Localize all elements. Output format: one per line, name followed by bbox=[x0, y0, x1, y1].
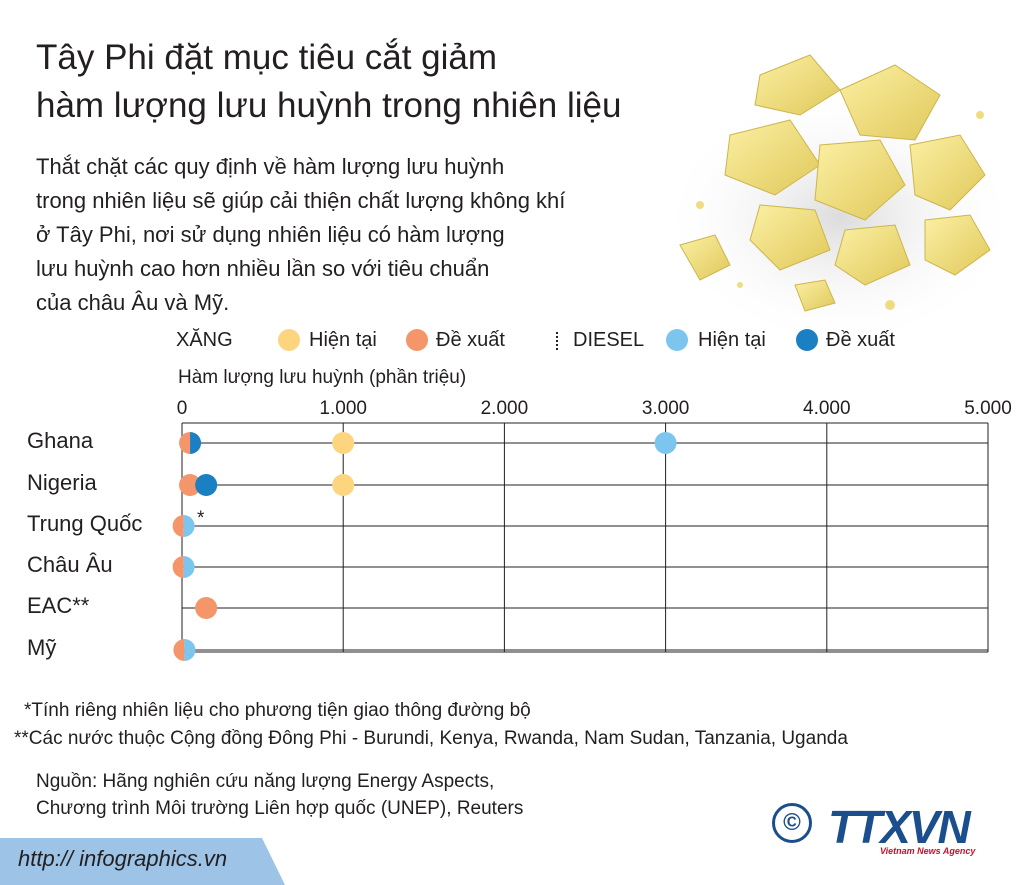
category-label: Châu Âu bbox=[27, 552, 113, 577]
x-tick-label: 1.000 bbox=[319, 398, 367, 419]
data-point bbox=[195, 474, 218, 496]
data-point bbox=[172, 556, 184, 578]
data-point bbox=[654, 432, 677, 454]
data-point bbox=[183, 515, 195, 537]
x-tick-label: 0 bbox=[176, 398, 188, 419]
source-line: Chương trình Môi trường Liên hợp quốc (U… bbox=[36, 798, 524, 819]
footer-band bbox=[0, 838, 285, 885]
description-line: ở Tây Phi, nơi sử dụng nhiên liệu có hàm… bbox=[36, 222, 505, 247]
description: Thắt chặt các quy định về hàm lượng lưu … bbox=[36, 150, 736, 320]
legend-diesel-label: DIESEL bbox=[573, 329, 645, 351]
ttxvn-logo-subtitle: Vietnam News Agency bbox=[880, 846, 976, 856]
legend-petrol-proposed-label: Đề xuất bbox=[436, 329, 505, 351]
data-point bbox=[190, 432, 202, 454]
data-point bbox=[184, 639, 196, 661]
legend-diesel-line-marker bbox=[556, 332, 558, 350]
legend-diesel-proposed-label: Đề xuất bbox=[826, 329, 895, 351]
copyright-icon: © bbox=[772, 803, 812, 843]
description-line: của châu Âu và Mỹ. bbox=[36, 290, 230, 315]
sulfur-crystals-image bbox=[660, 54, 1010, 335]
legend-petrol-current-marker bbox=[278, 329, 300, 351]
x-tick-label: 5.000 bbox=[964, 398, 1012, 419]
website-link[interactable]: http:// infographics.vn bbox=[18, 846, 228, 871]
ttxvn-logo: TTXVN bbox=[828, 801, 971, 853]
data-point bbox=[183, 556, 195, 578]
data-point bbox=[179, 474, 202, 496]
data-point bbox=[173, 639, 185, 661]
legend-diesel-current-marker bbox=[666, 329, 688, 351]
page-title: Tây Phi đặt mục tiêu cắt giảm hàm lượng … bbox=[36, 34, 756, 130]
legend-petrol-label: XĂNG bbox=[176, 329, 233, 351]
legend-diesel-proposed-marker bbox=[796, 329, 818, 351]
x-tick-label: 3.000 bbox=[641, 398, 690, 419]
category-label: Trung Quốc bbox=[27, 511, 143, 536]
data-point bbox=[332, 432, 355, 454]
data-point bbox=[195, 597, 218, 619]
title-line: hàm lượng lưu huỳnh trong nhiên liệu bbox=[36, 86, 622, 125]
x-axis-title: Hàm lượng lưu huỳnh (phần triệu) bbox=[178, 367, 467, 388]
category-label: Ghana bbox=[27, 428, 94, 453]
data-point bbox=[172, 515, 184, 537]
description-line: Thắt chặt các quy định về hàm lượng lưu … bbox=[36, 154, 505, 179]
data-point bbox=[332, 474, 355, 496]
category-label: Mỹ bbox=[27, 635, 57, 660]
description-line: lưu huỳnh cao hơn nhiều lần so với tiêu … bbox=[36, 256, 490, 281]
legend-petrol-current-label: Hiện tại bbox=[309, 329, 377, 351]
title-line: Tây Phi đặt mục tiêu cắt giảm bbox=[36, 38, 498, 77]
description-line: trong nhiên liệu sẽ giúp cải thiện chất … bbox=[36, 188, 566, 213]
footnote-single-asterisk: *Tính riêng nhiên liệu cho phương tiện g… bbox=[24, 700, 531, 721]
source-line: Nguồn: Hãng nghiên cứu năng lượng Energy… bbox=[36, 771, 495, 792]
legend-petrol-proposed-marker bbox=[406, 329, 428, 351]
category-footnote-mark: * bbox=[197, 508, 205, 529]
category-label: EAC** bbox=[27, 593, 90, 618]
footnote-double-asterisk: **Các nước thuộc Cộng đồng Đông Phi - Bu… bbox=[14, 728, 848, 749]
legend-diesel-current-label: Hiện tại bbox=[698, 329, 766, 351]
data-point bbox=[179, 432, 191, 454]
x-tick-label: 2.000 bbox=[480, 398, 529, 419]
category-label: Nigeria bbox=[27, 470, 97, 495]
x-tick-label: 4.000 bbox=[803, 398, 851, 419]
